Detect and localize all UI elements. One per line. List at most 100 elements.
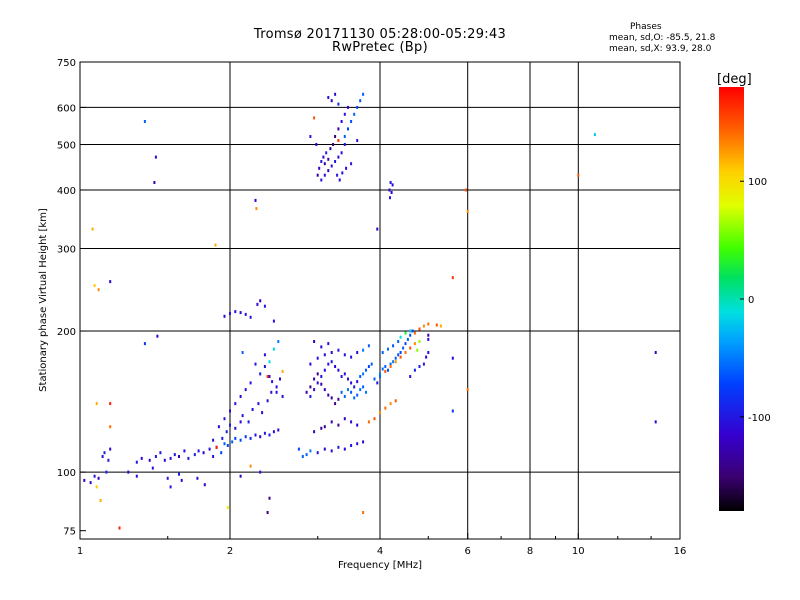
data-point xyxy=(169,485,172,489)
data-point xyxy=(148,458,151,462)
data-point xyxy=(404,342,407,346)
data-point xyxy=(343,112,346,116)
data-point xyxy=(399,351,402,354)
scatter-points xyxy=(83,92,657,530)
x-axis-label: Frequency [MHz] xyxy=(338,560,422,571)
data-point xyxy=(226,506,229,510)
data-point xyxy=(343,135,346,138)
data-point xyxy=(394,360,397,364)
data-point xyxy=(353,112,356,116)
chart-title-line1: Tromsø 20171130 05:28:00-05:29:43 xyxy=(253,27,507,42)
data-point xyxy=(89,481,92,485)
data-point xyxy=(422,324,425,328)
data-point xyxy=(379,375,381,378)
phases-title: Phases xyxy=(630,22,662,32)
data-point xyxy=(254,362,257,366)
grid-lines xyxy=(80,62,680,539)
data-point xyxy=(350,420,353,424)
y-tick-label: 200 xyxy=(57,327,76,338)
data-point xyxy=(143,342,146,346)
data-point xyxy=(347,127,349,131)
data-point xyxy=(340,390,343,394)
data-point xyxy=(413,342,416,346)
data-point xyxy=(208,447,211,451)
data-point xyxy=(404,351,407,354)
data-point xyxy=(313,340,316,343)
data-point xyxy=(367,365,370,368)
data-point xyxy=(334,365,337,368)
data-point xyxy=(345,166,348,170)
data-point xyxy=(313,430,316,434)
data-point xyxy=(272,319,275,323)
x-tick-label: 10 xyxy=(572,546,585,557)
data-point xyxy=(217,425,220,429)
data-point xyxy=(340,151,343,155)
data-point xyxy=(197,449,200,453)
data-point xyxy=(241,351,244,354)
data-point xyxy=(259,435,262,439)
data-point xyxy=(244,435,247,439)
data-point xyxy=(99,499,102,502)
data-point xyxy=(215,445,218,449)
data-point xyxy=(359,375,362,378)
y-tick-label: 300 xyxy=(57,245,76,256)
data-point xyxy=(427,351,430,354)
data-point xyxy=(226,444,229,447)
data-point xyxy=(156,334,159,338)
data-point xyxy=(91,227,94,231)
data-point xyxy=(362,511,365,514)
data-point xyxy=(334,160,337,163)
data-point xyxy=(413,368,416,372)
data-point xyxy=(320,375,323,378)
data-point xyxy=(330,351,333,354)
data-point xyxy=(394,399,397,403)
data-point xyxy=(163,458,166,462)
data-point xyxy=(305,453,308,457)
data-point xyxy=(109,447,112,451)
data-point xyxy=(320,160,323,163)
data-point xyxy=(392,360,395,364)
data-point xyxy=(305,390,308,394)
data-point xyxy=(97,476,100,480)
data-point xyxy=(402,346,405,350)
data-point xyxy=(367,420,370,424)
data-point xyxy=(109,425,112,429)
data-point xyxy=(118,526,121,530)
data-point xyxy=(362,92,365,96)
data-point xyxy=(320,178,323,182)
data-point xyxy=(266,375,269,378)
data-point xyxy=(263,365,266,368)
data-point xyxy=(244,312,247,316)
data-point xyxy=(249,315,252,319)
data-point xyxy=(270,390,273,394)
data-point xyxy=(337,102,340,106)
data-point xyxy=(244,388,247,392)
data-point xyxy=(249,436,252,440)
data-point xyxy=(397,340,400,343)
data-point xyxy=(373,417,376,421)
data-point xyxy=(322,155,325,159)
data-point xyxy=(261,411,264,415)
data-point xyxy=(169,456,172,460)
data-point xyxy=(234,310,237,314)
data-point xyxy=(367,344,370,348)
data-point xyxy=(323,447,326,451)
data-point xyxy=(338,178,341,182)
data-point xyxy=(362,440,365,444)
data-point xyxy=(350,444,353,447)
data-point xyxy=(451,356,454,360)
data-point xyxy=(356,442,359,446)
data-point xyxy=(193,453,196,457)
data-point xyxy=(93,284,96,288)
data-point xyxy=(427,322,430,326)
data-point xyxy=(654,351,657,354)
data-point xyxy=(214,243,217,247)
data-point xyxy=(309,385,312,389)
data-point xyxy=(107,458,110,462)
data-point xyxy=(327,362,330,366)
data-point xyxy=(309,135,312,138)
data-point xyxy=(255,207,258,211)
data-point xyxy=(347,105,349,109)
data-point xyxy=(239,438,242,442)
